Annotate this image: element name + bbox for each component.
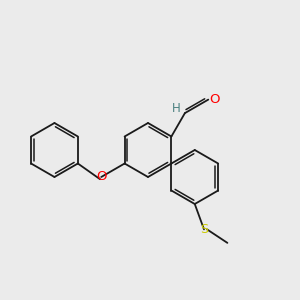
- Text: S: S: [200, 223, 208, 236]
- Text: H: H: [172, 102, 181, 115]
- Text: O: O: [96, 170, 106, 184]
- Text: O: O: [209, 93, 220, 106]
